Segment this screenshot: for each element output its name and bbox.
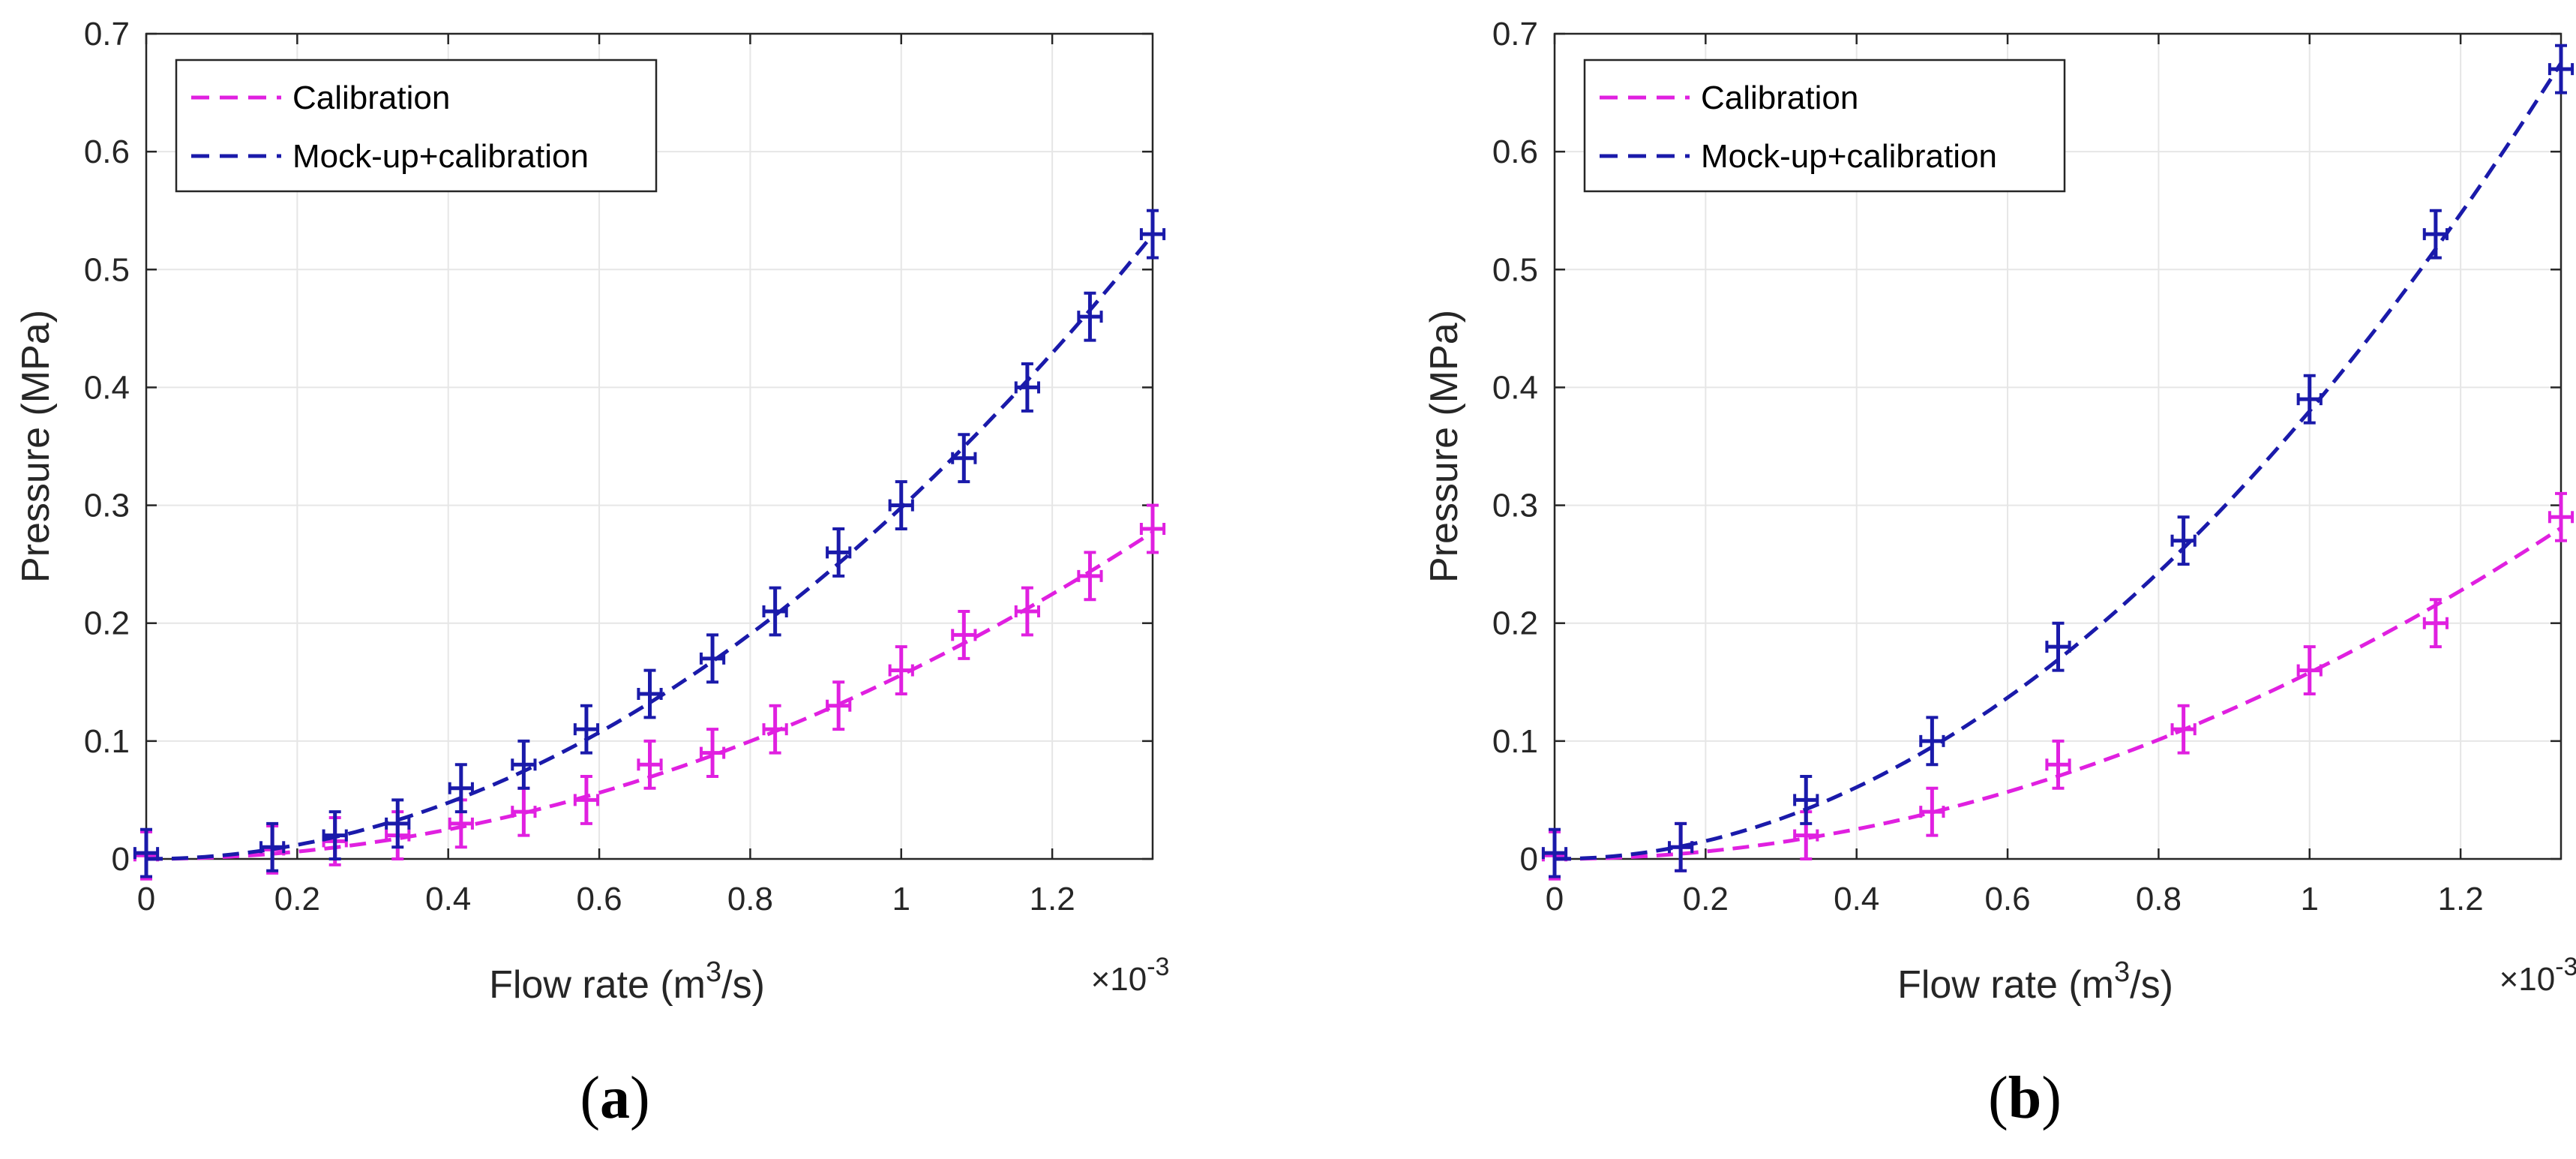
y-tick-label: 0.3	[1492, 488, 1538, 524]
y-tick-label: 0.4	[84, 369, 130, 406]
plot-area-frame	[1553, 32, 2563, 860]
data-point	[2045, 739, 2071, 790]
data-point	[1793, 810, 1819, 860]
chart-panel-a: 0 0.2 0.4 0.6 0.8 1 1.2 0 0.1 0.2 0.3 0.4 0.5 0.6 0.7 ×…	[14, 16, 1169, 1131]
x-tick-label: 1	[892, 881, 910, 917]
data-point	[2422, 209, 2449, 260]
y-tick-label: 0.4	[1492, 369, 1538, 406]
y-tick-label: 0.3	[84, 488, 130, 524]
data-point	[699, 633, 726, 684]
data-point	[1793, 775, 1819, 825]
x-axis-title: Flow rate (m3/s)	[1897, 956, 2173, 1007]
data-point	[762, 704, 788, 755]
data-point	[888, 480, 914, 530]
data-point	[1919, 786, 1945, 837]
data-point	[2548, 491, 2575, 542]
data-point	[385, 798, 411, 849]
x-tick-label: 0.6	[576, 881, 622, 917]
x-tick-label: 0	[1546, 881, 1564, 917]
chart-panel-b: 0 0.2 0.4 0.6 0.8 1 1.2 0 0.1 0.2 0.3 0.4 0.5 0.6 0.7 ×…	[1423, 16, 2576, 1131]
y-tick-label: 0.1	[84, 723, 130, 760]
x-tick-label: 1.2	[1030, 881, 1075, 917]
legend-box	[175, 59, 658, 193]
data-point	[1077, 551, 1103, 602]
y-tick-label: 0	[112, 841, 130, 878]
legend-box	[1583, 59, 2066, 193]
data-point	[951, 433, 977, 484]
data-point	[826, 527, 852, 578]
data-point	[699, 728, 726, 778]
y-tick-label: 0.5	[84, 251, 130, 288]
panel-label: (b)	[1988, 1065, 2062, 1131]
y-tick-label: 0.5	[1492, 251, 1538, 288]
data-point	[1014, 362, 1040, 413]
data-point	[1139, 209, 1166, 260]
legend-entry-label: Mock-up+calibration	[292, 138, 589, 175]
legend: Calibration Mock-up+calibration	[1583, 59, 2066, 193]
data-point	[2170, 515, 2197, 566]
series-mock-up-calibration	[133, 209, 1166, 878]
data-point	[573, 704, 600, 755]
y-tick-label: 0.6	[84, 134, 130, 170]
data-point	[951, 610, 977, 660]
data-point	[826, 680, 852, 731]
y-tick-label: 0	[1520, 841, 1538, 878]
data-point	[1077, 291, 1103, 342]
x-tick-label: 0.2	[274, 881, 320, 917]
x-tick-label: 0.2	[1683, 881, 1729, 917]
x-exponent-label: ×10-3	[2500, 953, 2576, 998]
y-tick-label: 0.7	[84, 16, 130, 53]
x-tick-label: 1	[2301, 881, 2319, 917]
legend: Calibration Mock-up+calibration	[175, 59, 658, 193]
data-point	[1541, 827, 1568, 878]
y-tick-label: 0.1	[1492, 723, 1538, 760]
x-tick-label: 0.8	[727, 881, 773, 917]
data-point	[2296, 374, 2323, 425]
series-fit-line	[145, 233, 1154, 861]
legend-entry-label: Calibration	[1701, 80, 1858, 116]
x-axis-title: Flow rate (m3/s)	[489, 956, 765, 1007]
y-tick-label: 0.7	[1492, 16, 1538, 53]
series-mock-up-calibration	[1541, 44, 2575, 878]
data-point	[637, 739, 663, 790]
x-tick-label: 0.4	[1834, 881, 1879, 917]
data-point	[259, 821, 286, 872]
data-point	[762, 586, 788, 637]
x-tick-label: 0.6	[1984, 881, 2030, 917]
data-point	[1139, 503, 1166, 554]
legend-entry-label: Mock-up+calibration	[1701, 138, 1997, 175]
series-calibration	[1541, 491, 2575, 881]
x-tick-label: 1.2	[2438, 881, 2484, 917]
x-tick-label: 0.4	[425, 881, 471, 917]
data-point	[573, 775, 600, 825]
data-point	[2045, 621, 2071, 672]
data-point	[448, 763, 474, 814]
data-point	[133, 827, 160, 878]
y-tick-label: 0.6	[1492, 134, 1538, 170]
x-tick-label: 0.8	[2136, 881, 2182, 917]
legend-entry-label: Calibration	[292, 80, 450, 116]
panel-label: (a)	[580, 1065, 649, 1131]
data-point	[511, 739, 537, 790]
y-axis-title: Pressure (MPa)	[1423, 310, 1466, 583]
data-point	[2170, 704, 2197, 755]
data-point	[888, 645, 914, 695]
y-tick-label: 0.2	[1492, 605, 1538, 642]
y-tick-label: 0.2	[84, 605, 130, 642]
x-tick-label: 0	[137, 881, 155, 917]
x-exponent-label: ×10-3	[1091, 953, 1170, 998]
data-point	[2422, 598, 2449, 649]
data-point	[1014, 586, 1040, 637]
data-point	[511, 786, 537, 837]
data-point	[1919, 716, 1945, 767]
y-axis-title: Pressure (MPa)	[14, 310, 58, 583]
data-point	[322, 810, 348, 860]
data-point	[2548, 44, 2575, 95]
plot-area-frame	[145, 32, 1154, 860]
data-point	[1668, 821, 1694, 872]
data-point	[2296, 645, 2323, 695]
data-point	[637, 668, 663, 719]
